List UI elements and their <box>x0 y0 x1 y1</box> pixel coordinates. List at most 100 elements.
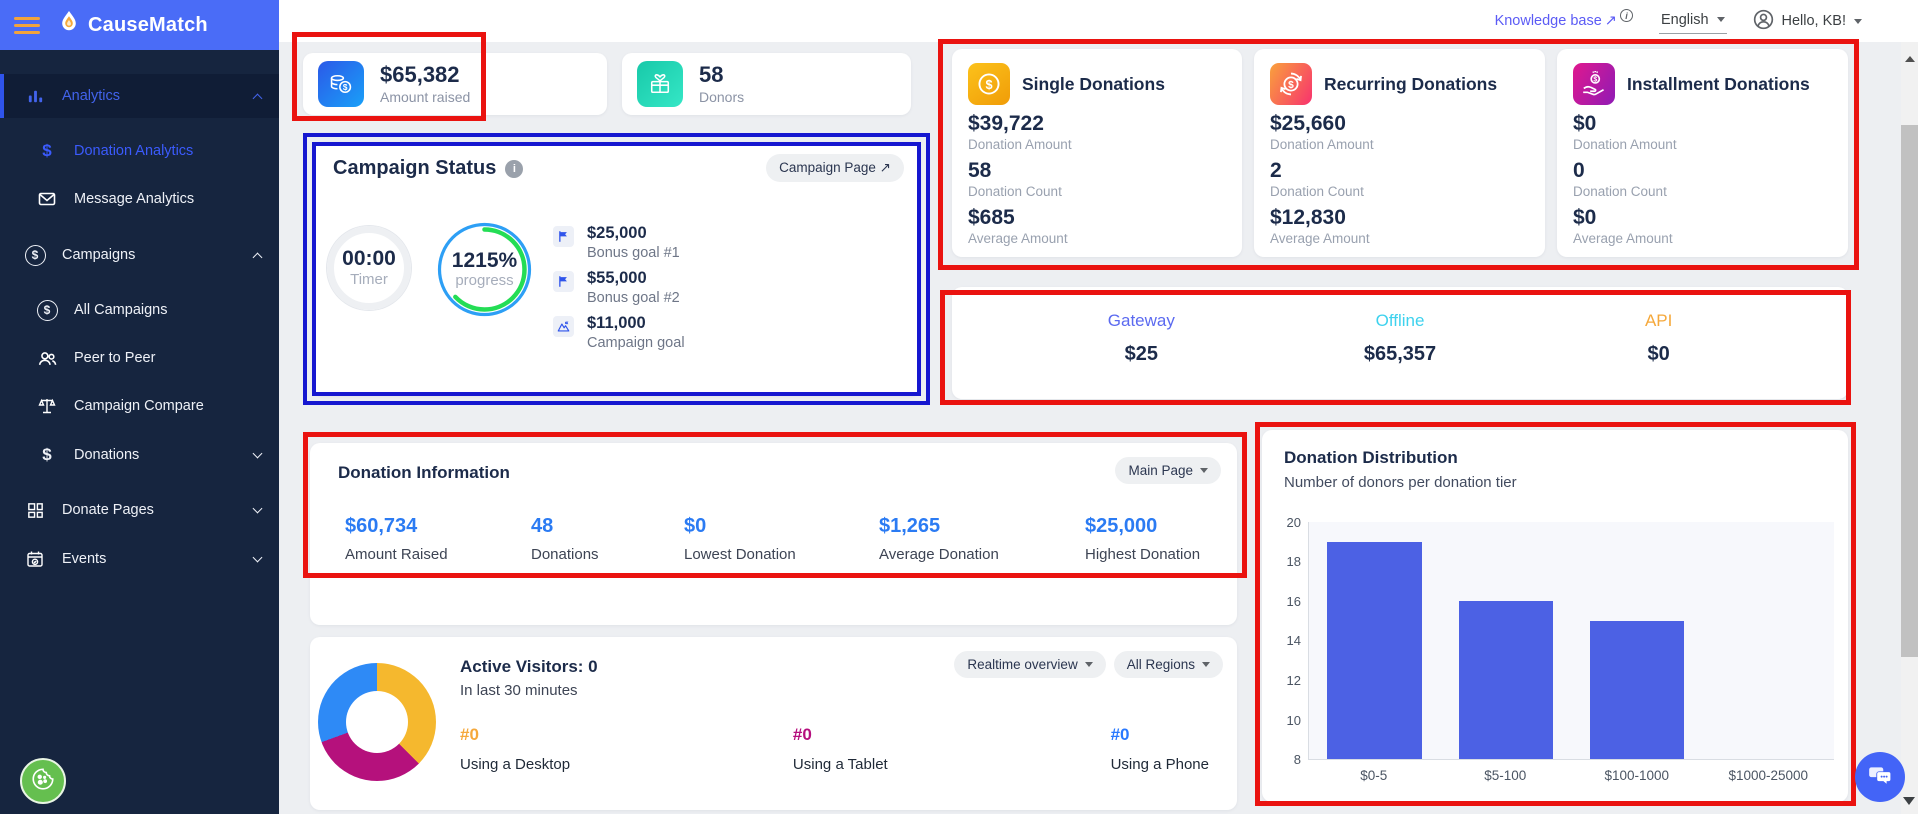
brand-name: CauseMatch <box>88 13 208 36</box>
sidebar-item-label: Events <box>62 551 107 567</box>
knowledge-base-link[interactable]: Knowledge base ↗ i <box>1494 9 1633 29</box>
sidebar-item-events[interactable]: Events <box>0 537 279 581</box>
gateway-label: Gateway <box>1107 311 1175 330</box>
sidebar-item-donate-pages[interactable]: Donate Pages <box>0 488 279 532</box>
phone-stat: #0 Using a Phone <box>1111 725 1209 773</box>
campaign-page-button[interactable]: Campaign Page ↗ <box>766 154 904 182</box>
x-tick-label: $1000-25000 <box>1728 768 1809 783</box>
bar <box>1572 522 1703 759</box>
chart-x-axis: $0-5 $5-100 $100-1000 $1000-25000 <box>1308 768 1834 783</box>
donation-count-value: 0 <box>1573 159 1585 183</box>
donors-label: Donors <box>699 89 745 106</box>
average-donation-value: $1,265 <box>879 515 941 537</box>
sidebar-item-all-campaigns[interactable]: $ All Campaigns <box>0 288 279 332</box>
sidebar-item-donation-analytics[interactable]: $ Donation Analytics <box>0 129 279 173</box>
knowledge-base-label: Knowledge base <box>1494 13 1602 29</box>
user-menu[interactable]: Hello, KB! <box>1753 9 1862 34</box>
single-donations-card: $ Single Donations $39,722 Donation Amou… <box>952 49 1242 257</box>
sidebar-item-label: Peer to Peer <box>74 350 156 366</box>
scrollbar-up-arrow[interactable] <box>1904 56 1915 62</box>
stat-column: $60,734 Amount Raised <box>345 515 531 563</box>
recurring-donation-icon: $ <box>1270 63 1312 105</box>
scrollbar-thumb[interactable] <box>1901 125 1918 657</box>
chat-widget-button[interactable] <box>1855 752 1905 802</box>
installment-donation-icon: $ <box>1573 63 1615 105</box>
chevron-down-icon <box>252 552 263 563</box>
amount-raised-value: $60,734 <box>345 515 418 537</box>
stat-column: $0 Lowest Donation <box>684 515 879 563</box>
donation-distribution-card: Donation Distribution Number of donors p… <box>1262 430 1848 802</box>
hamburger-menu-icon[interactable] <box>14 16 40 34</box>
sidebar-item-label: Campaigns <box>62 247 136 263</box>
goal-row: $11,000 Campaign goal <box>553 314 685 352</box>
lowest-donation-value: $0 <box>684 515 707 537</box>
api-column: API $0 <box>1529 311 1788 399</box>
desktop-value: #0 <box>460 725 479 744</box>
svg-text:$: $ <box>1593 77 1597 84</box>
donors-card: 58 Donors <box>622 53 911 115</box>
info-icon[interactable]: i <box>505 159 524 178</box>
vertical-scrollbar[interactable] <box>1901 42 1918 814</box>
sidebar-item-donations[interactable]: $ Donations <box>0 433 279 477</box>
info-icon[interactable]: i <box>1619 9 1633 22</box>
chart-y-axis: 20 18 16 14 12 10 8 <box>1286 514 1301 768</box>
donation-count-value: 2 <box>1270 159 1282 183</box>
gateway-value: $25 <box>1124 343 1159 365</box>
donations-label: Donations <box>531 546 599 563</box>
single-donation-icon: $ <box>968 63 1010 105</box>
realtime-overview-label: Realtime overview <box>967 657 1078 672</box>
sidebar-item-message-analytics[interactable]: Message Analytics <box>0 177 279 221</box>
user-greeting: Hello, KB! <box>1781 13 1846 29</box>
svg-text:$: $ <box>343 83 348 92</box>
people-icon <box>36 348 58 369</box>
chevron-down-icon <box>1084 662 1093 667</box>
progress-label: progress <box>455 272 514 290</box>
sidebar-item-peer-to-peer[interactable]: Peer to Peer <box>0 336 279 380</box>
sidebar-item-label: Donate Pages <box>62 502 154 518</box>
sidebar-header: CauseMatch <box>0 0 279 50</box>
campaign-status-card: Campaign Status i Campaign Page ↗ 00:00 … <box>313 142 920 396</box>
language-selector[interactable]: English <box>1658 9 1727 34</box>
chat-widget-caret[interactable] <box>1903 797 1915 805</box>
all-regions-dropdown[interactable]: All Regions <box>1113 651 1223 678</box>
tablet-stat: #0 Using a Tablet <box>793 725 888 773</box>
goal-value: $25,000 <box>587 224 647 242</box>
sidebar-item-label: Campaign Compare <box>74 398 204 414</box>
highest-donation-value: $25,000 <box>1085 515 1158 537</box>
campaign-status-title: Campaign Status <box>333 157 497 179</box>
amount-raised-card: $ $65,382 Amount raised <box>303 53 607 115</box>
main-page-dropdown[interactable]: Main Page <box>1115 457 1221 484</box>
x-tick-label: $0-5 <box>1360 768 1388 783</box>
api-label: API <box>1644 311 1673 330</box>
x-tick-label: $5-100 <box>1484 768 1527 783</box>
sidebar-item-label: Message Analytics <box>74 191 195 207</box>
coins-icon: $ <box>318 61 364 107</box>
brand-logo[interactable]: CauseMatch <box>58 10 208 41</box>
x-tick-label: $100-1000 <box>1604 768 1670 783</box>
scales-icon <box>36 396 58 416</box>
amount-raised-label: Amount Raised <box>345 546 448 563</box>
all-regions-label: All Regions <box>1126 657 1195 672</box>
donation-information-title: Donation Information <box>338 463 510 482</box>
sidebar: CauseMatch Analytics $ Donation Analytic… <box>0 0 279 814</box>
api-value: $0 <box>1647 343 1670 365</box>
timer-value: 00:00 <box>342 247 396 271</box>
calendar-icon <box>24 549 46 569</box>
average-amount-label: Average Amount <box>1270 231 1370 247</box>
chart-subtitle: Number of donors per donation tier <box>1284 474 1517 491</box>
average-amount-value: $12,830 <box>1270 206 1346 230</box>
stat-column: $25,000 Highest Donation <box>1085 515 1200 563</box>
stat-column: $1,265 Average Donation <box>879 515 1085 563</box>
sidebar-item-campaigns[interactable]: $ Campaigns <box>0 233 279 277</box>
sidebar-item-label: Donation Analytics <box>74 143 194 159</box>
active-visitors-title: Active Visitors: 0 <box>460 657 598 676</box>
bar <box>1309 522 1440 759</box>
goal-row: $55,000 Bonus goal #2 <box>553 269 685 307</box>
cookie-consent-button[interactable] <box>20 758 66 804</box>
sidebar-item-analytics[interactable]: Analytics <box>0 74 279 118</box>
flame-icon <box>58 10 80 41</box>
goal-value: $55,000 <box>587 268 647 287</box>
bar <box>1703 522 1834 759</box>
realtime-overview-dropdown[interactable]: Realtime overview <box>954 651 1106 678</box>
sidebar-item-campaign-compare[interactable]: Campaign Compare <box>0 384 279 428</box>
